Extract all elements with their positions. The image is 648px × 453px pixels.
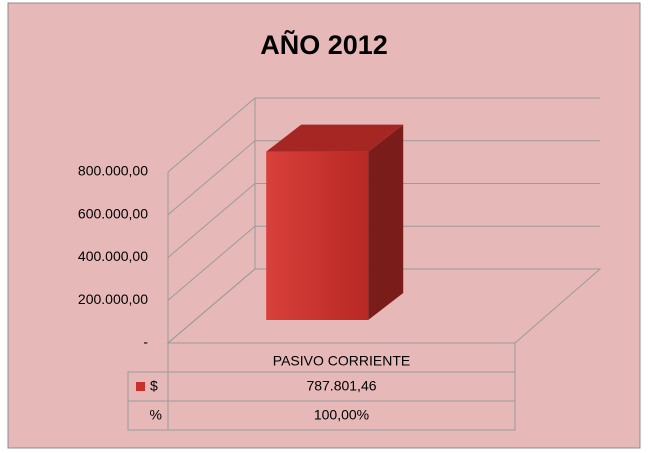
- bar-top: [266, 124, 404, 152]
- y-tick-label: 600.000,00: [78, 205, 148, 221]
- data-label: 787.801,46: [306, 378, 376, 394]
- grid-line: [167, 140, 600, 216]
- grid-line: [167, 183, 600, 258]
- data-label: 100,00%: [314, 407, 369, 423]
- bar-side: [368, 124, 404, 320]
- legend-swatch: [136, 382, 145, 391]
- table-cell: [167, 400, 516, 431]
- y-tick-label: 400.000,00: [78, 248, 148, 264]
- grid-line: [167, 268, 600, 344]
- y-tick-label: 800.000,00: [78, 163, 148, 179]
- y-tick-label: -: [143, 334, 148, 350]
- y-tick-label: 200.000,00: [78, 291, 148, 307]
- legend-label: $: [150, 378, 158, 394]
- chart-title: AÑO 2012: [260, 29, 388, 60]
- grid-line: [167, 97, 600, 173]
- category-label: PASIVO CORRIENTE: [273, 353, 410, 369]
- bar-front: [266, 151, 369, 320]
- grid-line: [167, 225, 600, 301]
- legend-label: %: [150, 407, 162, 423]
